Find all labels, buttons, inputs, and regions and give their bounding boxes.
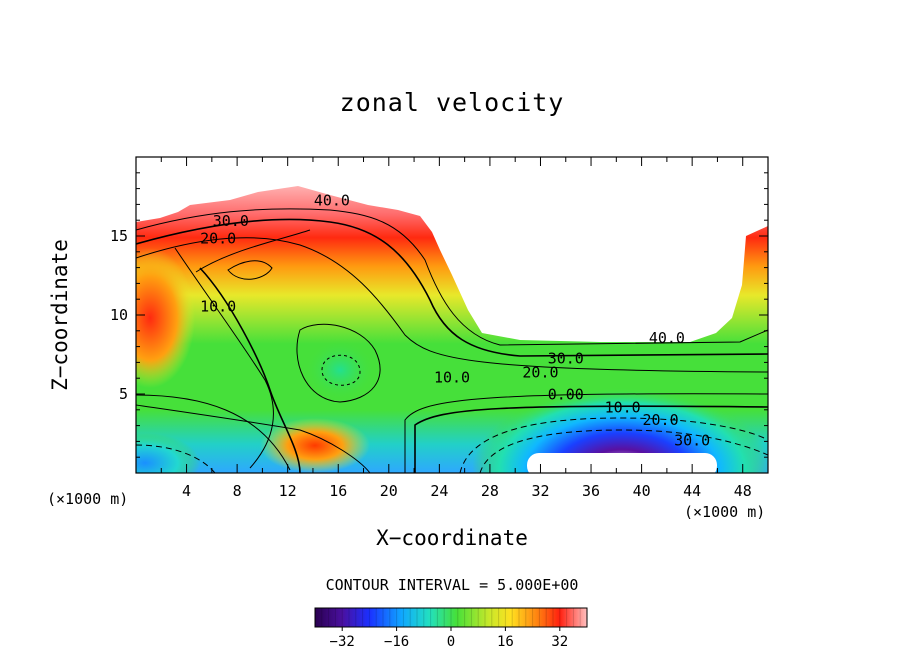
blank-below-floor bbox=[527, 453, 717, 473]
x-tick-label: 16 bbox=[329, 482, 347, 500]
contour-line bbox=[136, 404, 371, 473]
chart-title: zonal velocity bbox=[339, 88, 565, 117]
contour-line bbox=[136, 444, 216, 473]
x-tick-label: 48 bbox=[734, 482, 752, 500]
x-tick-label: 36 bbox=[582, 482, 600, 500]
contour-label: 10.0 bbox=[434, 368, 470, 386]
colorbar-tick-label: 0 bbox=[447, 634, 455, 650]
contour-line bbox=[136, 394, 291, 471]
contour-line bbox=[414, 405, 768, 473]
contour-line bbox=[136, 237, 768, 373]
bottom-left-low bbox=[136, 433, 200, 473]
x-tick-label: 8 bbox=[233, 482, 242, 500]
contour-label: 10.0 bbox=[200, 297, 236, 315]
contour-label: 10.0 bbox=[605, 398, 641, 416]
contour-label: 30.0 bbox=[674, 432, 710, 450]
contour-label: 20.0 bbox=[200, 229, 236, 247]
jet-core bbox=[472, 388, 768, 473]
x-tick-label: 20 bbox=[380, 482, 398, 500]
contour-line bbox=[199, 267, 301, 473]
x-axis-label: X−coordinate bbox=[376, 526, 528, 550]
x-tick-label: 12 bbox=[279, 482, 297, 500]
x-tick-label: 32 bbox=[531, 482, 549, 500]
contour-label: 30.0 bbox=[548, 349, 584, 367]
core-region bbox=[305, 340, 375, 400]
x-tick-label: 4 bbox=[182, 482, 191, 500]
z-units-label: (×1000 m) bbox=[47, 490, 129, 508]
contour-interval-text: CONTOUR INTERVAL = 5.000E+00 bbox=[325, 576, 579, 594]
contour-label: 20.0 bbox=[522, 364, 558, 382]
x-tick-label: 28 bbox=[481, 482, 499, 500]
colorbar-tick-label: −16 bbox=[384, 634, 409, 650]
contour-line bbox=[136, 218, 768, 357]
x-tick-label: 44 bbox=[683, 482, 701, 500]
contour-line bbox=[459, 417, 768, 473]
x-tick-label: 40 bbox=[633, 482, 651, 500]
left-max-region bbox=[136, 248, 195, 388]
contour-line bbox=[296, 323, 381, 403]
y-tick-label: 15 bbox=[110, 227, 128, 245]
colorbar-tick-label: 16 bbox=[497, 634, 514, 650]
x-tick-label: 24 bbox=[430, 482, 448, 500]
contour-line bbox=[479, 429, 768, 473]
contour-label: 40.0 bbox=[314, 191, 350, 209]
contour-line bbox=[404, 393, 768, 473]
contour-line bbox=[227, 260, 273, 280]
y-tick-label: 10 bbox=[110, 306, 128, 324]
contour-label: 30.0 bbox=[213, 212, 249, 230]
contour-line bbox=[195, 229, 311, 273]
colorbar-tick-label: 32 bbox=[551, 634, 568, 650]
colorbar-tick-label: −32 bbox=[330, 634, 355, 650]
y-tick-label: 5 bbox=[119, 385, 128, 403]
x-units-label: (×1000 m) bbox=[684, 503, 766, 521]
contour-label: 0.00 bbox=[548, 386, 584, 404]
contour-line bbox=[136, 208, 768, 346]
contour-line bbox=[321, 354, 361, 386]
contour-label: 20.0 bbox=[642, 411, 678, 429]
contour-label: 40.0 bbox=[649, 329, 685, 347]
